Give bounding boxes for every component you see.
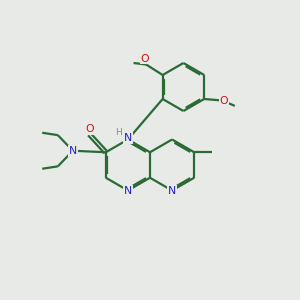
Text: O: O bbox=[141, 53, 149, 64]
Text: O: O bbox=[220, 95, 228, 106]
Text: H: H bbox=[115, 128, 122, 137]
Text: N: N bbox=[124, 133, 132, 143]
Text: N: N bbox=[168, 185, 176, 196]
Text: N: N bbox=[69, 146, 77, 156]
Text: O: O bbox=[85, 124, 94, 134]
Text: N: N bbox=[124, 185, 132, 196]
